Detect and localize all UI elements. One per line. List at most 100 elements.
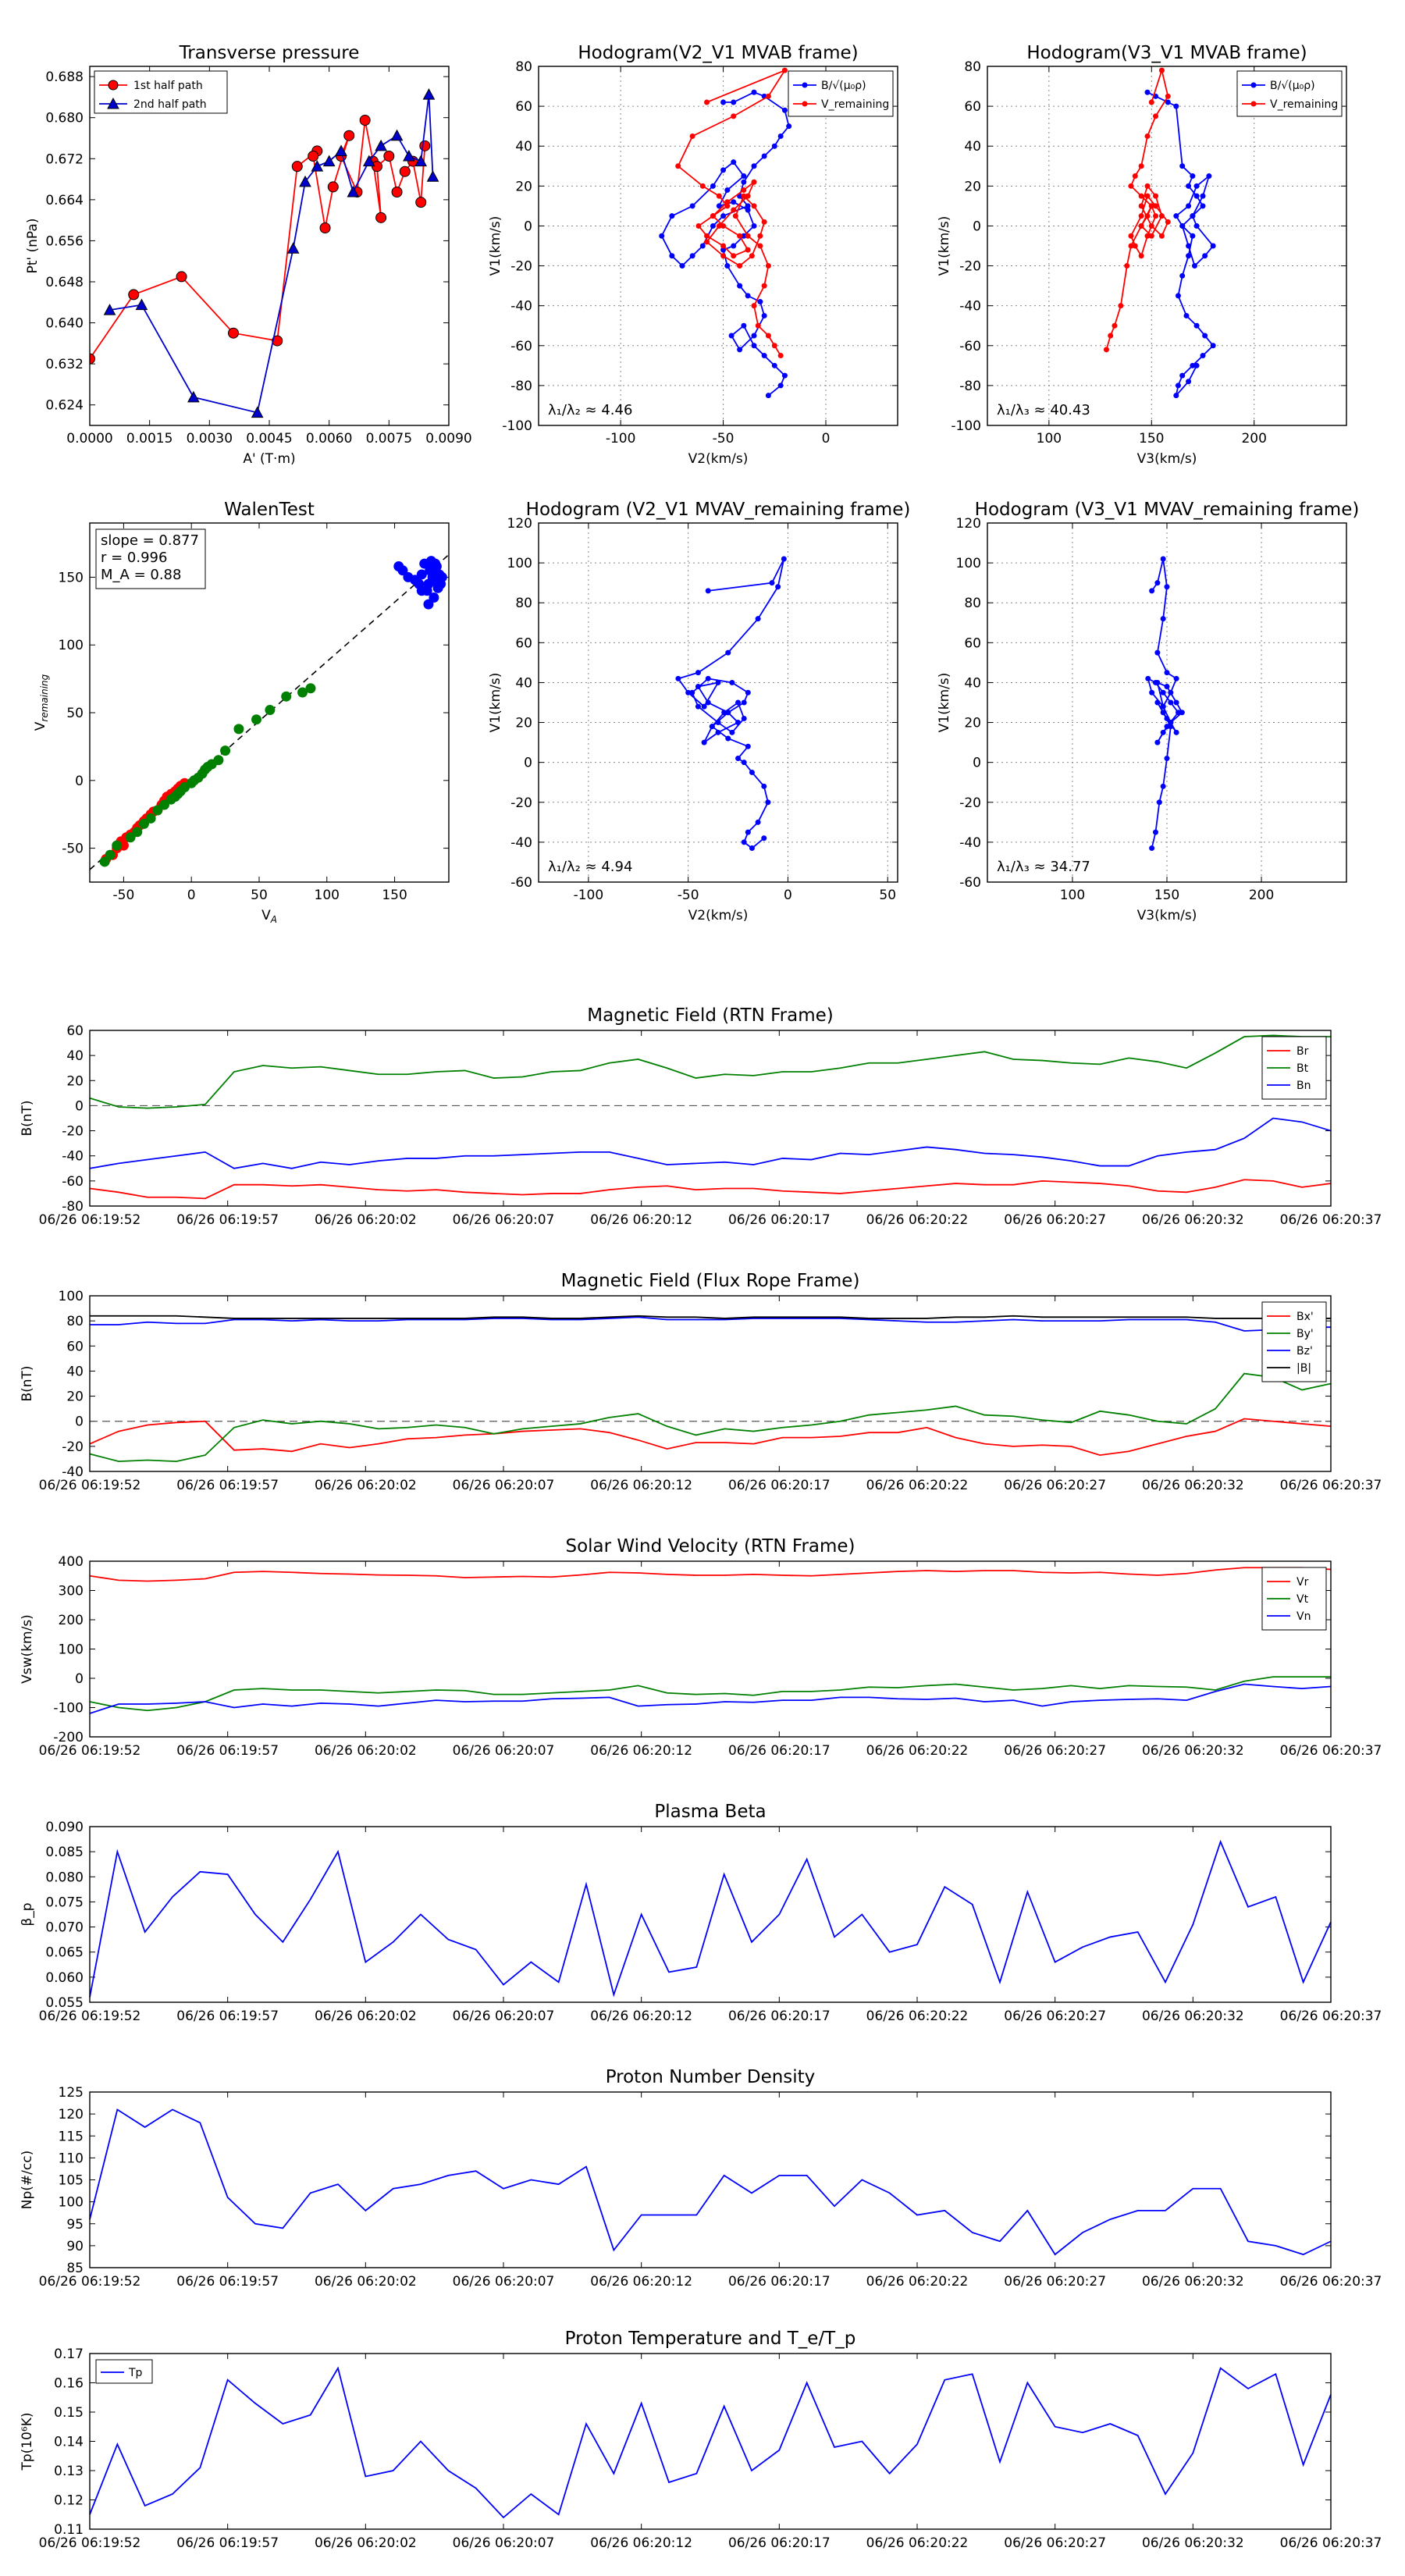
data-point xyxy=(721,710,727,716)
y-tick-label: -20 xyxy=(959,795,981,811)
y-tick-label: -60 xyxy=(959,339,981,354)
y-tick-label: -20 xyxy=(510,795,532,811)
data-point xyxy=(1164,715,1170,721)
data-point xyxy=(745,247,751,253)
data-point xyxy=(265,705,276,716)
y-tick-label: 60 xyxy=(515,99,532,115)
x-tick-label: 200 xyxy=(1241,431,1266,447)
plot-frame xyxy=(89,1560,1332,1738)
y-tick-label: 0.055 xyxy=(45,1995,84,2011)
y-axis-label: V1(km/s) xyxy=(488,216,503,276)
data-point xyxy=(415,197,427,208)
data-point xyxy=(735,699,742,706)
data-point xyxy=(1158,67,1165,73)
y-tick-label: 0.070 xyxy=(45,1920,84,1936)
data-point xyxy=(761,219,767,225)
data-point xyxy=(1144,233,1151,239)
data-point xyxy=(1149,588,1155,594)
x-tick-label: 50 xyxy=(251,888,268,903)
hodo3-panel: -100 -50 0 50 -60 -40 -20 0 20 40 60 80 100 120Hodogr… xyxy=(488,500,910,923)
data-point xyxy=(1168,699,1174,706)
data-point xyxy=(1164,584,1170,590)
x-tick-label: 06/26 06:20:17 xyxy=(728,1743,831,1759)
x-tick-label: 06/26 06:20:37 xyxy=(1280,1743,1382,1759)
plot-frame xyxy=(89,1295,1332,1472)
y-axis-label: Vremaining xyxy=(33,674,50,731)
x-tick-label: 06/26 06:20:02 xyxy=(315,2008,417,2024)
data-point xyxy=(375,212,387,223)
series-line-1 xyxy=(1105,67,1169,350)
data-point xyxy=(1154,699,1161,706)
y-axis-label: Np(#/cc) xyxy=(20,2151,35,2209)
data-point xyxy=(1160,729,1166,735)
data-point xyxy=(765,93,771,99)
y-tick-label: 60 xyxy=(964,99,981,115)
data-point xyxy=(430,558,441,569)
data-point xyxy=(741,193,747,199)
data-point xyxy=(749,253,755,259)
data-point xyxy=(299,175,311,187)
y-tick-label: -200 xyxy=(53,1730,84,1745)
data-point xyxy=(720,247,727,253)
legend-label: Bz' xyxy=(1297,1345,1313,1357)
data-point xyxy=(1176,710,1182,716)
y-tick-label: 400 xyxy=(59,1554,84,1570)
y-tick-label: -20 xyxy=(959,259,981,275)
y-tick-label: 100 xyxy=(59,1642,84,1658)
data-point xyxy=(319,222,331,233)
data-point xyxy=(751,303,757,309)
data-point xyxy=(1153,113,1159,119)
data-point xyxy=(251,714,262,725)
data-point xyxy=(695,703,701,710)
legend-label: 2nd half path xyxy=(133,98,207,111)
data-point xyxy=(771,362,777,368)
y-tick-label: 100 xyxy=(59,638,84,653)
y-tick-label: 40 xyxy=(515,675,532,691)
x-tick-label: 06/26 06:20:27 xyxy=(1004,1478,1106,1493)
x-tick-label: 0.0075 xyxy=(366,431,412,447)
data-point xyxy=(745,293,751,299)
y-tick-label: 80 xyxy=(964,59,981,75)
y-tick-label: 0.632 xyxy=(45,357,84,372)
plot-frame xyxy=(89,1826,1332,2003)
data-point xyxy=(1158,213,1165,219)
chart-title: Proton Number Density xyxy=(606,2067,816,2087)
data-point xyxy=(716,203,722,209)
x-axis-label: V3(km/s) xyxy=(1137,451,1197,467)
y-tick-label: 300 xyxy=(59,1584,84,1599)
y-tick-label: 20 xyxy=(515,716,532,731)
x-tick-label: 06/26 06:20:02 xyxy=(315,1743,417,1759)
x-tick-label: 06/26 06:20:17 xyxy=(728,2274,831,2290)
data-point xyxy=(1138,222,1144,229)
y-tick-label: 115 xyxy=(59,2129,84,2144)
data-point xyxy=(735,756,742,762)
chart-title: Hodogram (V2_V1 MVAV_remaining frame) xyxy=(526,500,911,520)
data-point xyxy=(728,333,735,339)
data-point xyxy=(1118,303,1124,309)
y-axis-label: B(nT) xyxy=(20,1365,35,1401)
data-point xyxy=(775,584,781,590)
x-tick-label: 06/26 06:20:02 xyxy=(315,2274,417,2290)
x-tick-label: 0 xyxy=(822,431,831,447)
legend-label: V_remaining xyxy=(821,98,889,111)
data-point xyxy=(720,253,727,259)
x-tick-label: 06/26 06:20:07 xyxy=(453,1743,555,1759)
x-tick-label: 0.0015 xyxy=(126,431,173,447)
data-point xyxy=(1173,699,1179,706)
series-line-vt xyxy=(89,1676,1331,1712)
data-point xyxy=(1168,689,1174,696)
legend-box xyxy=(1261,1301,1327,1382)
y-tick-label: 120 xyxy=(956,516,981,532)
data-point xyxy=(689,253,695,259)
x-tick-label: 06/26 06:20:22 xyxy=(866,2535,969,2551)
data-point xyxy=(1193,362,1200,368)
data-point xyxy=(1193,183,1200,189)
tp_temp-panel: Proton Temperature and T_e/T_p Tp(10⁶K) 0.… xyxy=(20,2329,1382,2551)
data-point xyxy=(741,322,747,329)
y-tick-label: -40 xyxy=(959,835,981,851)
y-tick-label: 0.680 xyxy=(45,111,84,126)
data-point xyxy=(99,856,110,867)
data-point xyxy=(695,222,702,229)
x-tick-label: 06/26 06:20:07 xyxy=(453,2008,555,2024)
data-point xyxy=(741,179,747,185)
